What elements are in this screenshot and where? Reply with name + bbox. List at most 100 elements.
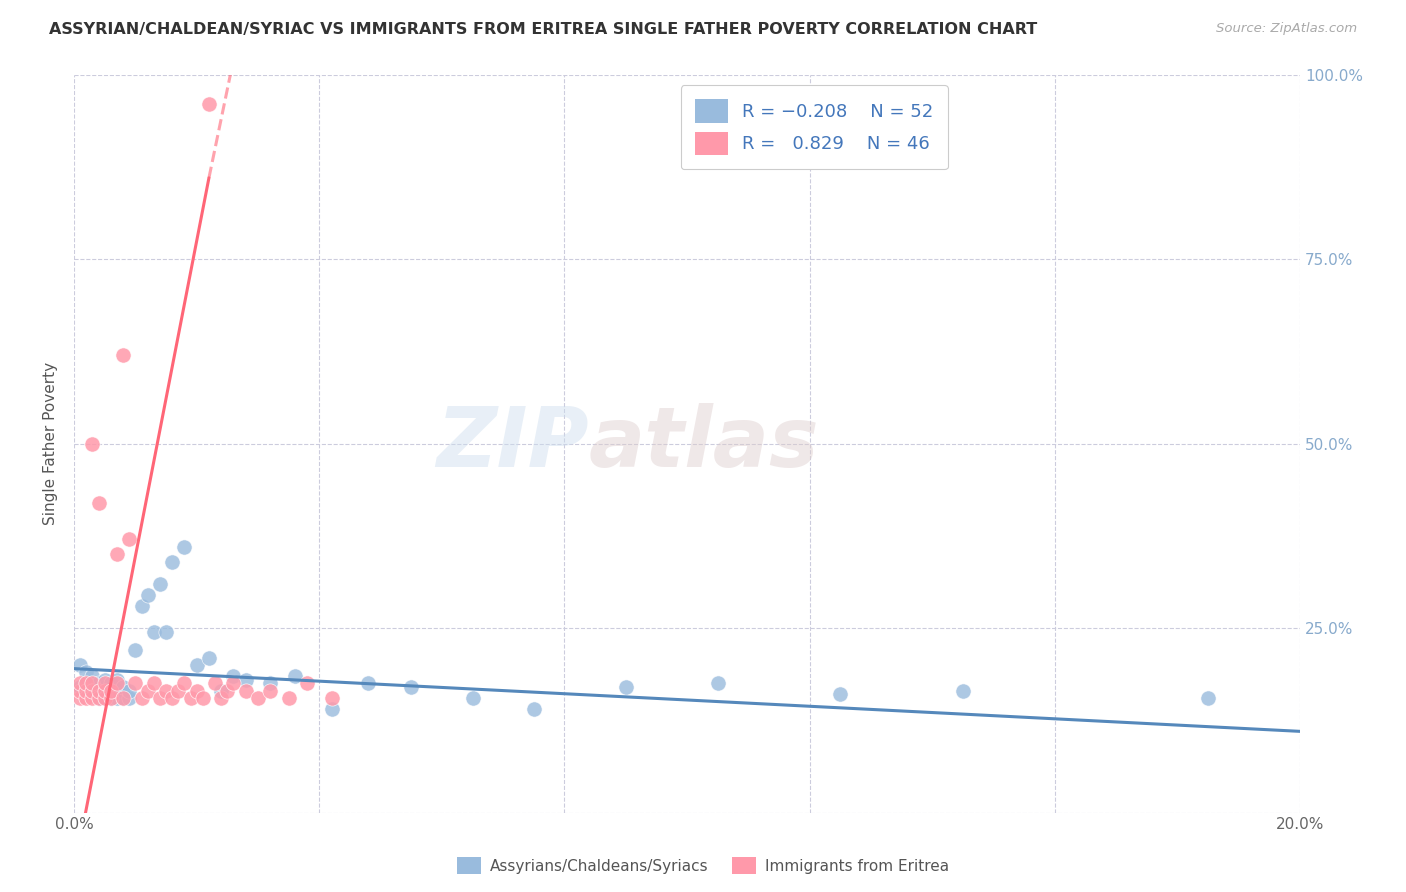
Point bbox=[217, 683, 239, 698]
Point bbox=[614, 680, 637, 694]
Text: ASSYRIAN/CHALDEAN/SYRIAC VS IMMIGRANTS FROM ERITREA SINGLE FATHER POVERTY CORREL: ASSYRIAN/CHALDEAN/SYRIAC VS IMMIGRANTS F… bbox=[49, 22, 1038, 37]
Point bbox=[69, 657, 91, 672]
Point bbox=[87, 676, 110, 690]
Point bbox=[82, 676, 104, 690]
Point bbox=[149, 691, 172, 706]
Point bbox=[105, 547, 128, 561]
Point bbox=[87, 683, 110, 698]
Point bbox=[461, 691, 484, 706]
Point bbox=[75, 665, 97, 680]
Point bbox=[112, 691, 135, 706]
Point bbox=[118, 691, 141, 706]
Text: atlas: atlas bbox=[589, 403, 820, 484]
Point bbox=[222, 676, 245, 690]
Point bbox=[100, 683, 122, 698]
Point bbox=[87, 683, 110, 698]
Point bbox=[295, 676, 318, 690]
Legend: R = −0.208    N = 52, R =   0.829    N = 46: R = −0.208 N = 52, R = 0.829 N = 46 bbox=[681, 85, 948, 169]
Point bbox=[69, 680, 91, 694]
Point bbox=[93, 683, 115, 698]
Point bbox=[357, 676, 380, 690]
Point bbox=[100, 676, 122, 690]
Point bbox=[82, 669, 104, 683]
Point bbox=[706, 676, 728, 690]
Point bbox=[105, 691, 128, 706]
Point bbox=[118, 533, 141, 547]
Point bbox=[100, 688, 122, 702]
Point bbox=[112, 691, 135, 706]
Point bbox=[149, 576, 172, 591]
Point bbox=[142, 624, 165, 639]
Point bbox=[1197, 691, 1219, 706]
Point bbox=[321, 691, 343, 706]
Point bbox=[87, 495, 110, 509]
Point bbox=[259, 676, 281, 690]
Point bbox=[82, 683, 104, 698]
Point bbox=[82, 683, 104, 698]
Point bbox=[75, 676, 97, 690]
Point bbox=[204, 676, 226, 690]
Point bbox=[82, 691, 104, 706]
Point bbox=[180, 691, 202, 706]
Point bbox=[87, 680, 110, 694]
Point bbox=[142, 676, 165, 690]
Point bbox=[167, 683, 190, 698]
Point bbox=[209, 683, 232, 698]
Point bbox=[112, 680, 135, 694]
Point bbox=[100, 683, 122, 698]
Point bbox=[160, 691, 183, 706]
Point bbox=[75, 691, 97, 706]
Point bbox=[173, 540, 195, 554]
Point bbox=[93, 691, 115, 706]
Point bbox=[87, 691, 110, 706]
Point bbox=[321, 702, 343, 716]
Point bbox=[69, 676, 91, 690]
Point bbox=[131, 599, 153, 613]
Point bbox=[399, 680, 422, 694]
Point bbox=[830, 688, 852, 702]
Point bbox=[105, 683, 128, 698]
Point bbox=[173, 676, 195, 690]
Point bbox=[235, 683, 257, 698]
Point bbox=[124, 643, 146, 657]
Point bbox=[952, 683, 974, 698]
Point bbox=[112, 348, 135, 362]
Point bbox=[186, 657, 208, 672]
Point bbox=[93, 673, 115, 687]
Point bbox=[155, 624, 177, 639]
Point bbox=[222, 669, 245, 683]
Point bbox=[277, 691, 299, 706]
Point bbox=[235, 673, 257, 687]
Point bbox=[82, 676, 104, 690]
Point bbox=[69, 683, 91, 698]
Point bbox=[82, 436, 104, 450]
Point bbox=[69, 691, 91, 706]
Point bbox=[105, 676, 128, 690]
Point bbox=[75, 676, 97, 690]
Text: Source: ZipAtlas.com: Source: ZipAtlas.com bbox=[1216, 22, 1357, 36]
Point bbox=[198, 97, 221, 112]
Point bbox=[93, 691, 115, 706]
Point bbox=[246, 691, 269, 706]
Point bbox=[136, 683, 159, 698]
Point bbox=[155, 683, 177, 698]
Point bbox=[186, 683, 208, 698]
Point bbox=[87, 691, 110, 706]
Point bbox=[209, 691, 232, 706]
Point bbox=[93, 676, 115, 690]
Point bbox=[100, 691, 122, 706]
Point bbox=[259, 683, 281, 698]
Point bbox=[100, 691, 122, 706]
Point bbox=[523, 702, 546, 716]
Point bbox=[131, 691, 153, 706]
Text: ZIP: ZIP bbox=[436, 403, 589, 484]
Point bbox=[93, 688, 115, 702]
Point bbox=[93, 683, 115, 698]
Y-axis label: Single Father Poverty: Single Father Poverty bbox=[44, 362, 58, 525]
Point bbox=[160, 555, 183, 569]
Point bbox=[118, 683, 141, 698]
Point bbox=[191, 691, 214, 706]
Point bbox=[136, 588, 159, 602]
Point bbox=[124, 676, 146, 690]
Point bbox=[75, 683, 97, 698]
